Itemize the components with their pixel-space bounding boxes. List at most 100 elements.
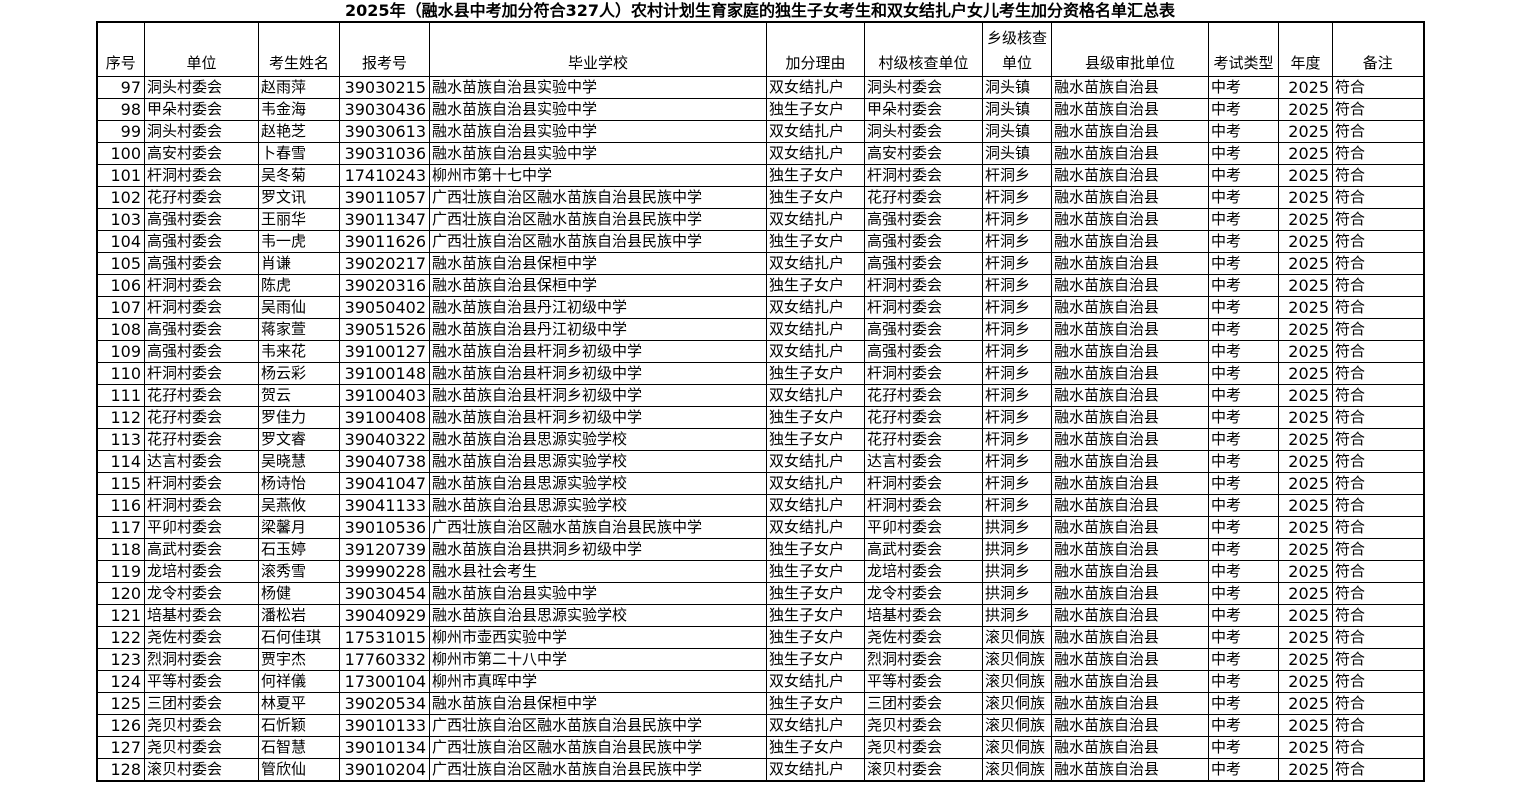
table-row: 118 高武村委会 石玉婷 39120739 融水苗族自治县拱洞乡初级中学 独生子女户 高武… bbox=[96, 538, 1424, 561]
table-cell: 杆洞乡 bbox=[982, 450, 1052, 473]
table-cell: 尧佐村委会 bbox=[144, 626, 259, 649]
table-cell: 融水苗族自治县 bbox=[1051, 626, 1209, 649]
table-cell: 符合 bbox=[1332, 494, 1424, 517]
table-cell: 独生子女户 bbox=[766, 538, 865, 561]
table-cell: 杆洞乡 bbox=[982, 428, 1052, 451]
table-row: 128 滚贝村委会 管欣仙 39010204 广西壮族自治区融水苗族自治县民族中学 双女结… bbox=[96, 758, 1424, 782]
table-cell: 独生子女户 bbox=[766, 98, 865, 121]
table-cell: 尧贝村委会 bbox=[864, 736, 983, 759]
table-cell: 融水苗族自治县 bbox=[1051, 450, 1209, 473]
table-cell: 39010134 bbox=[339, 736, 430, 759]
table-cell: 融水苗族自治县 bbox=[1051, 692, 1209, 715]
table-cell: 广西壮族自治区融水苗族自治县民族中学 bbox=[429, 758, 767, 782]
table-cell: 韦来花 bbox=[258, 340, 340, 363]
table-cell: 112 bbox=[96, 406, 145, 429]
table-cell: 114 bbox=[96, 450, 145, 473]
table-cell: 独生子女户 bbox=[766, 362, 865, 385]
table-cell: 洞头镇 bbox=[982, 120, 1052, 143]
column-header: 报考号 bbox=[339, 21, 430, 77]
table-cell: 中考 bbox=[1208, 186, 1279, 209]
table-row: 126 尧贝村委会 石忻颖 39010133 广西壮族自治区融水苗族自治县民族中学 双女结… bbox=[96, 714, 1424, 737]
table-cell: 17300104 bbox=[339, 670, 430, 693]
table-cell: 中考 bbox=[1208, 76, 1279, 99]
table-cell: 花孖村委会 bbox=[864, 384, 983, 407]
table-cell: 符合 bbox=[1332, 406, 1424, 429]
table-cell: 杆洞村委会 bbox=[864, 362, 983, 385]
table-cell: 滚贝侗族 bbox=[982, 626, 1052, 649]
table-cell: 甲朵村委会 bbox=[144, 98, 259, 121]
table-cell: 中考 bbox=[1208, 450, 1279, 473]
table-cell: 花孖村委会 bbox=[864, 186, 983, 209]
table-cell: 2025 bbox=[1278, 340, 1333, 363]
column-header: 县级审批单位 bbox=[1051, 21, 1209, 77]
table-cell: 双女结扎户 bbox=[766, 494, 865, 517]
table-row: 121 培基村委会 潘松岩 39040929 融水苗族自治县思源实验学校 独生子女户 培基村… bbox=[96, 604, 1424, 627]
table-cell: 融水苗族自治县杆洞乡初级中学 bbox=[429, 362, 767, 385]
table-cell: 符合 bbox=[1332, 318, 1424, 341]
table-cell: 花孖村委会 bbox=[144, 384, 259, 407]
table-cell: 融水苗族自治县 bbox=[1051, 428, 1209, 451]
table-cell: 柳州市壶西实验中学 bbox=[429, 626, 767, 649]
table-cell: 中考 bbox=[1208, 406, 1279, 429]
table-cell: 123 bbox=[96, 648, 145, 671]
table-cell: 2025 bbox=[1278, 164, 1333, 187]
table-cell: 融水苗族自治县 bbox=[1051, 252, 1209, 275]
table-cell: 独生子女户 bbox=[766, 692, 865, 715]
table-cell: 双女结扎户 bbox=[766, 670, 865, 693]
table-cell: 高强村委会 bbox=[864, 252, 983, 275]
table-cell: 中考 bbox=[1208, 670, 1279, 693]
table-cell: 符合 bbox=[1332, 76, 1424, 99]
table-cell: 融水苗族自治县丹江初级中学 bbox=[429, 318, 767, 341]
table-cell: 39041047 bbox=[339, 472, 430, 495]
table-cell: 杆洞村委会 bbox=[144, 296, 259, 319]
table-cell: 高强村委会 bbox=[144, 230, 259, 253]
table-cell: 拱洞乡 bbox=[982, 582, 1052, 605]
table-cell: 花孖村委会 bbox=[864, 406, 983, 429]
table-cell: 拱洞乡 bbox=[982, 604, 1052, 627]
table-cell: 尧贝村委会 bbox=[144, 714, 259, 737]
table-cell: 2025 bbox=[1278, 186, 1333, 209]
table-cell: 2025 bbox=[1278, 736, 1333, 759]
table-cell: 高强村委会 bbox=[144, 340, 259, 363]
table-cell: 尧贝村委会 bbox=[144, 736, 259, 759]
table-row: 112 花孖村委会 罗佳力 39100408 融水苗族自治县杆洞乡初级中学 独生子女户 花孖… bbox=[96, 406, 1424, 429]
table-cell: 39010536 bbox=[339, 516, 430, 539]
table-cell: 中考 bbox=[1208, 626, 1279, 649]
table-cell: 101 bbox=[96, 164, 145, 187]
table-cell: 杆洞村委会 bbox=[864, 274, 983, 297]
table-cell: 2025 bbox=[1278, 758, 1333, 782]
table-cell: 39020316 bbox=[339, 274, 430, 297]
table-cell: 39020534 bbox=[339, 692, 430, 715]
table-cell: 柳州市第二十八中学 bbox=[429, 648, 767, 671]
table-cell: 融水苗族自治县实验中学 bbox=[429, 120, 767, 143]
table-cell: 罗文睿 bbox=[258, 428, 340, 451]
table-cell: 杆洞村委会 bbox=[144, 274, 259, 297]
table-cell: 2025 bbox=[1278, 450, 1333, 473]
table-cell: 17760332 bbox=[339, 648, 430, 671]
table-cell: 双女结扎户 bbox=[766, 296, 865, 319]
table-cell: 广西壮族自治区融水苗族自治县民族中学 bbox=[429, 208, 767, 231]
table-row: 107 杆洞村委会 吴雨仙 39050402 融水苗族自治县丹江初级中学 双女结扎户 杆洞村… bbox=[96, 296, 1424, 319]
table-cell: 符合 bbox=[1332, 648, 1424, 671]
table-cell: 中考 bbox=[1208, 516, 1279, 539]
table-cell: 杆洞村委会 bbox=[144, 472, 259, 495]
table-cell: 中考 bbox=[1208, 560, 1279, 583]
table-cell: 融水苗族自治县 bbox=[1051, 604, 1209, 627]
table-cell: 融水苗族自治县 bbox=[1051, 582, 1209, 605]
table-cell: 中考 bbox=[1208, 274, 1279, 297]
table-cell: 融水苗族自治县思源实验学校 bbox=[429, 494, 767, 517]
table-cell: 滚贝侗族 bbox=[982, 736, 1052, 759]
table-row: 120 龙令村委会 杨健 39030454 融水苗族自治县实验中学 独生子女户 龙令村委会拱… bbox=[96, 582, 1424, 605]
table-cell: 杆洞乡 bbox=[982, 252, 1052, 275]
table-cell: 杆洞乡 bbox=[982, 230, 1052, 253]
table-cell: 融水苗族自治县 bbox=[1051, 186, 1209, 209]
table-cell: 花孖村委会 bbox=[144, 406, 259, 429]
table-cell: 杆洞乡 bbox=[982, 340, 1052, 363]
table-cell: 中考 bbox=[1208, 296, 1279, 319]
roster-table: 序号 单位 考生姓名 报考号 毕业学校 加分理由 村级核查单位 乡级核查单位 县级审批单位 考试类… bbox=[95, 21, 1425, 782]
table-row: 115 杆洞村委会 杨诗怡 39041047 融水苗族自治县思源实验学校 双女结扎户 杆洞村… bbox=[96, 472, 1424, 495]
table-cell: 龙令村委会 bbox=[144, 582, 259, 605]
table-cell: 杆洞乡 bbox=[982, 406, 1052, 429]
table-cell: 龙培村委会 bbox=[864, 560, 983, 583]
table-cell: 融水苗族自治县实验中学 bbox=[429, 98, 767, 121]
